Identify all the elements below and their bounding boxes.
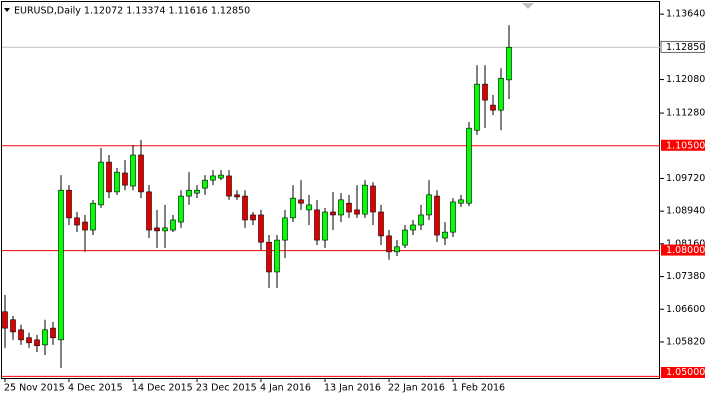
candle-body (314, 209, 320, 241)
candle-body (458, 199, 464, 204)
candle-body (202, 179, 208, 189)
y-tick-label: 1.06600 (666, 304, 705, 315)
y-tick-label: 1.09720 (666, 173, 705, 184)
candle-body (282, 217, 288, 241)
candle-body (338, 199, 344, 216)
candle-body (82, 221, 88, 231)
y-tick-label: 1.08160 (666, 238, 705, 249)
candle-body (58, 189, 64, 341)
candle-body (170, 219, 176, 231)
candle-body (306, 204, 312, 211)
level-label: 1.05000 (666, 367, 705, 378)
last-price-box (660, 40, 705, 53)
x-tick-label: 23 Dec 2015 (196, 383, 257, 394)
candle-body (242, 195, 248, 221)
candle-body (194, 189, 200, 194)
candle-body (250, 214, 256, 221)
y-tick-label: 1.07380 (666, 271, 705, 282)
y-tick-label: 1.08940 (666, 206, 705, 217)
candle-body (162, 227, 168, 232)
candle-body (226, 175, 232, 197)
candle-body (290, 197, 296, 219)
candle-body (402, 229, 408, 246)
x-tick-label: 13 Jan 2016 (324, 383, 381, 394)
candle-body (354, 209, 360, 215)
candle-body (386, 235, 392, 253)
candle-body (42, 329, 48, 346)
candle-body (10, 319, 16, 333)
x-tick-label: 14 Dec 2015 (132, 383, 193, 394)
chart-title: EURUSD,Daily 1.12072 1.13374 1.11616 1.1… (14, 6, 250, 17)
candle-body (186, 189, 192, 197)
candle-body (482, 83, 488, 101)
candle-body (394, 246, 400, 253)
candle-body (18, 329, 24, 341)
candle-body (114, 171, 120, 193)
candle-body (26, 337, 32, 344)
candle-body (450, 201, 456, 233)
candle-body (266, 241, 272, 273)
candle-body (106, 161, 112, 193)
candle-body (50, 327, 56, 339)
last-price-label: 1.12850 (666, 42, 705, 53)
candle-body (418, 214, 424, 226)
shift-marker (522, 3, 534, 9)
candle-body (378, 211, 384, 237)
candle-body (2, 311, 8, 329)
y-tick-label: 1.05820 (666, 336, 705, 347)
candle-body (322, 211, 328, 241)
candle-body (130, 154, 136, 187)
candle-body (490, 104, 496, 111)
level-label: 1.08000 (666, 245, 705, 256)
candle-body (474, 83, 480, 131)
candle-body (346, 202, 352, 213)
candle-body (434, 195, 440, 236)
candle-body (90, 202, 96, 231)
candle-body (298, 199, 304, 204)
candle-body (466, 127, 472, 204)
candle-body (34, 339, 40, 347)
x-tick-label: 22 Jan 2016 (388, 383, 445, 394)
candle-body (122, 172, 128, 186)
candle-body (66, 189, 72, 219)
x-tick-label: 4 Jan 2016 (260, 383, 311, 394)
candle-body (426, 194, 432, 216)
candle-body (146, 191, 152, 231)
level-label: 1.10500 (666, 140, 705, 151)
x-tick-label: 4 Dec 2015 (68, 383, 123, 394)
menu-arrow (4, 8, 10, 12)
candle-body (330, 211, 336, 216)
candle-body (410, 224, 416, 231)
level-label-box (661, 139, 705, 151)
candle-body (362, 184, 368, 215)
level-label-box (661, 244, 705, 256)
candle-body (506, 46, 512, 81)
candle-body (210, 175, 216, 181)
x-tick-label: 1 Feb 2016 (452, 383, 505, 394)
candle-body (258, 214, 264, 243)
y-tick-label: 1.12080 (666, 74, 705, 85)
candle-body (370, 185, 376, 213)
candle-body (138, 154, 144, 193)
level-label-box (661, 367, 705, 378)
candle-body (442, 231, 448, 239)
candle-body (74, 217, 80, 226)
candle-body (178, 195, 184, 223)
candle-body (98, 161, 104, 206)
y-tick-label: 1.13640 (666, 9, 705, 20)
plot-frame (1, 1, 660, 379)
x-tick-label: 25 Nov 2015 (4, 383, 65, 394)
y-tick-label: 1.11280 (666, 108, 705, 119)
candle-body (154, 227, 160, 232)
candle-body (234, 194, 240, 198)
candle-body (218, 174, 224, 179)
candle-body (274, 239, 280, 273)
candle-body (498, 77, 504, 111)
